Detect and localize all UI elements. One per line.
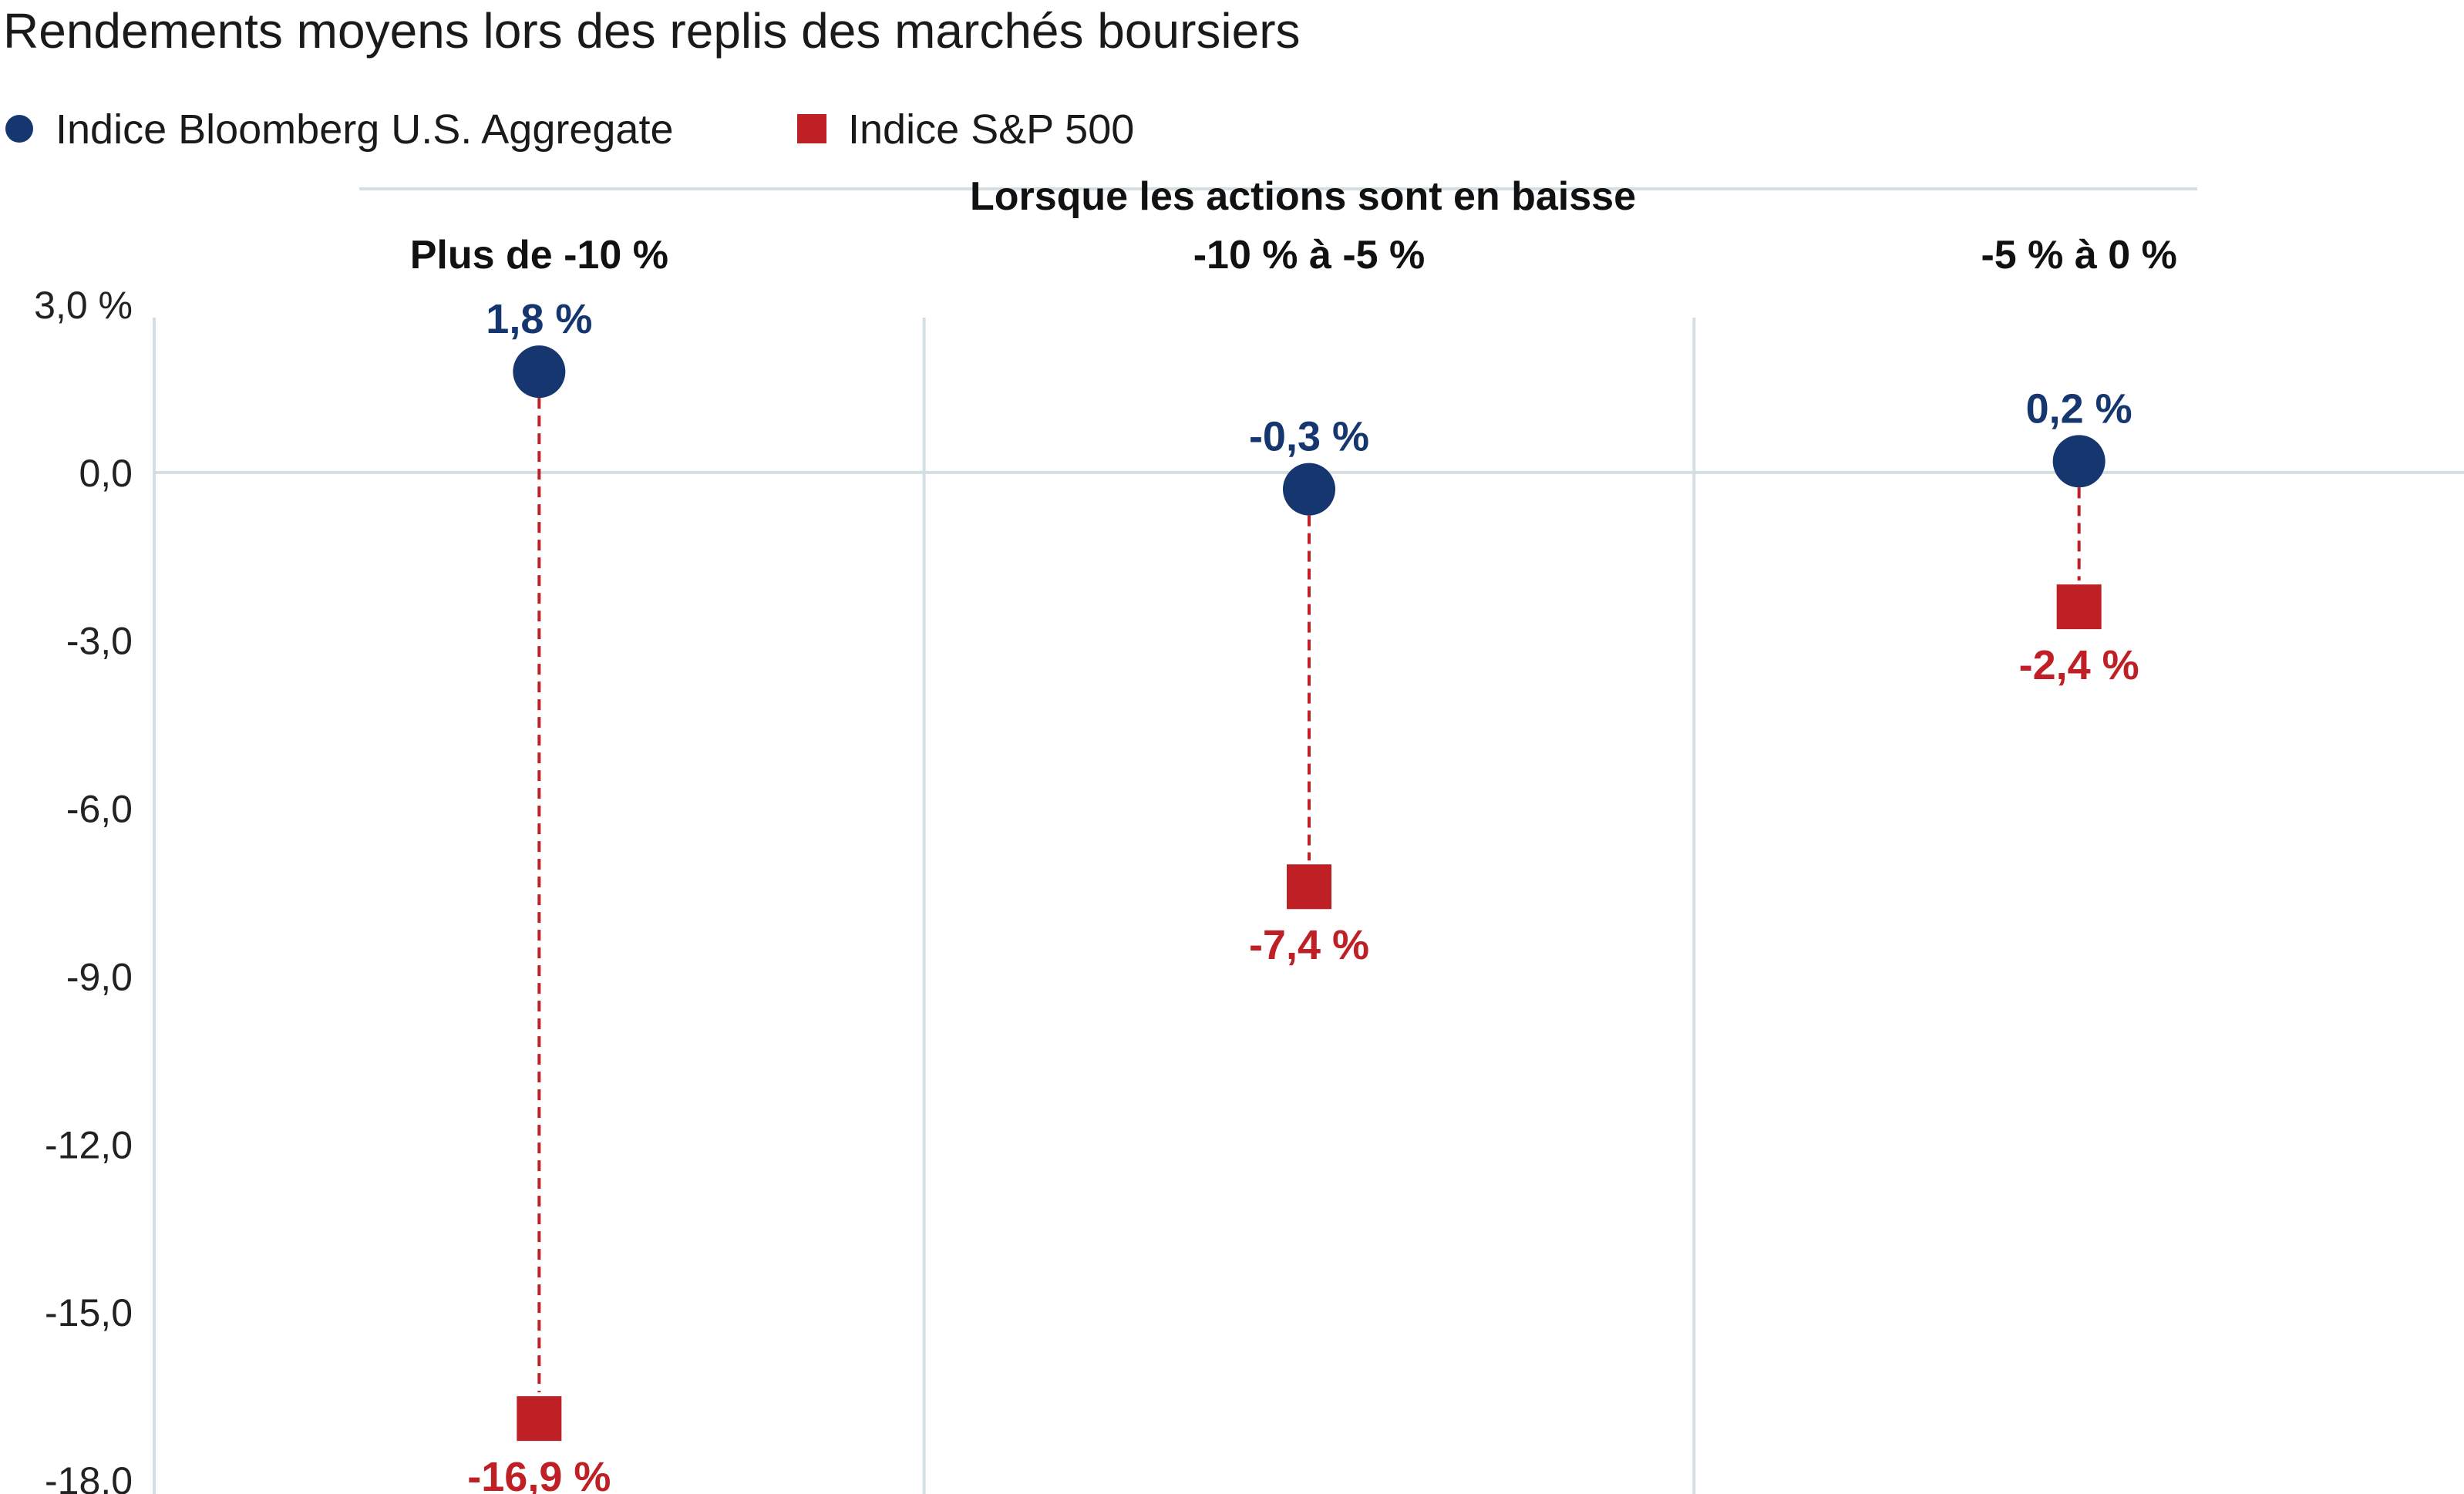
data-label-bloomberg: 0,2 %: [2026, 385, 2132, 432]
y-axis-ticks: 3,0 % 0,0 -3,0 -6,0 -9,0 -12,0 -15,0 -18,0: [34, 284, 133, 1494]
legend-label-bloomberg: Indice Bloomberg U.S. Aggregate: [56, 106, 673, 153]
data-label-bloomberg: -0,3 %: [1249, 414, 1369, 460]
legend-marker-sp500: [797, 114, 826, 143]
category-label: Plus de -10 %: [410, 233, 668, 278]
y-tick-label: 0,0: [79, 452, 133, 495]
point-bloomberg: [1283, 463, 1335, 516]
y-tick-label: -18,0: [45, 1459, 133, 1494]
data-label-sp500: -2,4 %: [2019, 642, 2139, 688]
y-tick-label: -6,0: [66, 788, 133, 831]
category-label: -5 % à 0 %: [1981, 233, 2176, 278]
point-sp500: [1287, 864, 1331, 910]
data-label-sp500: -16,9 %: [467, 1454, 611, 1494]
point-sp500: [2056, 584, 2102, 630]
chart-title: Rendements moyens lors des replis des ma…: [3, 3, 1301, 59]
data-marks: 1,8 % -16,9 % -0,3 % -7,4 % 0,2 % -2,4 %: [467, 296, 2139, 1494]
y-tick-label: -3,0: [66, 620, 133, 663]
point-bloomberg: [513, 345, 566, 399]
legend-marker-bloomberg: [5, 115, 33, 143]
legend: Indice Bloomberg U.S. Aggregate Indice S…: [5, 106, 1134, 153]
y-tick-label: -12,0: [45, 1123, 133, 1166]
category-labels: Plus de -10 % -10 % à -5 % -5 % à 0 %: [410, 233, 2177, 278]
group-header: Lorsque les actions sont en baisse: [970, 174, 1636, 219]
point-sp500: [517, 1396, 562, 1442]
data-label-sp500: -7,4 %: [1249, 922, 1369, 968]
y-tick-label: -15,0: [45, 1291, 133, 1334]
legend-label-sp500: Indice S&P 500: [848, 106, 1134, 153]
category-label: -10 % à -5 %: [1193, 233, 1426, 278]
y-tick-label: 3,0 %: [34, 284, 133, 327]
y-tick-label: -9,0: [66, 955, 133, 998]
data-label-bloomberg: 1,8 %: [486, 296, 592, 342]
point-bloomberg: [2052, 435, 2106, 488]
